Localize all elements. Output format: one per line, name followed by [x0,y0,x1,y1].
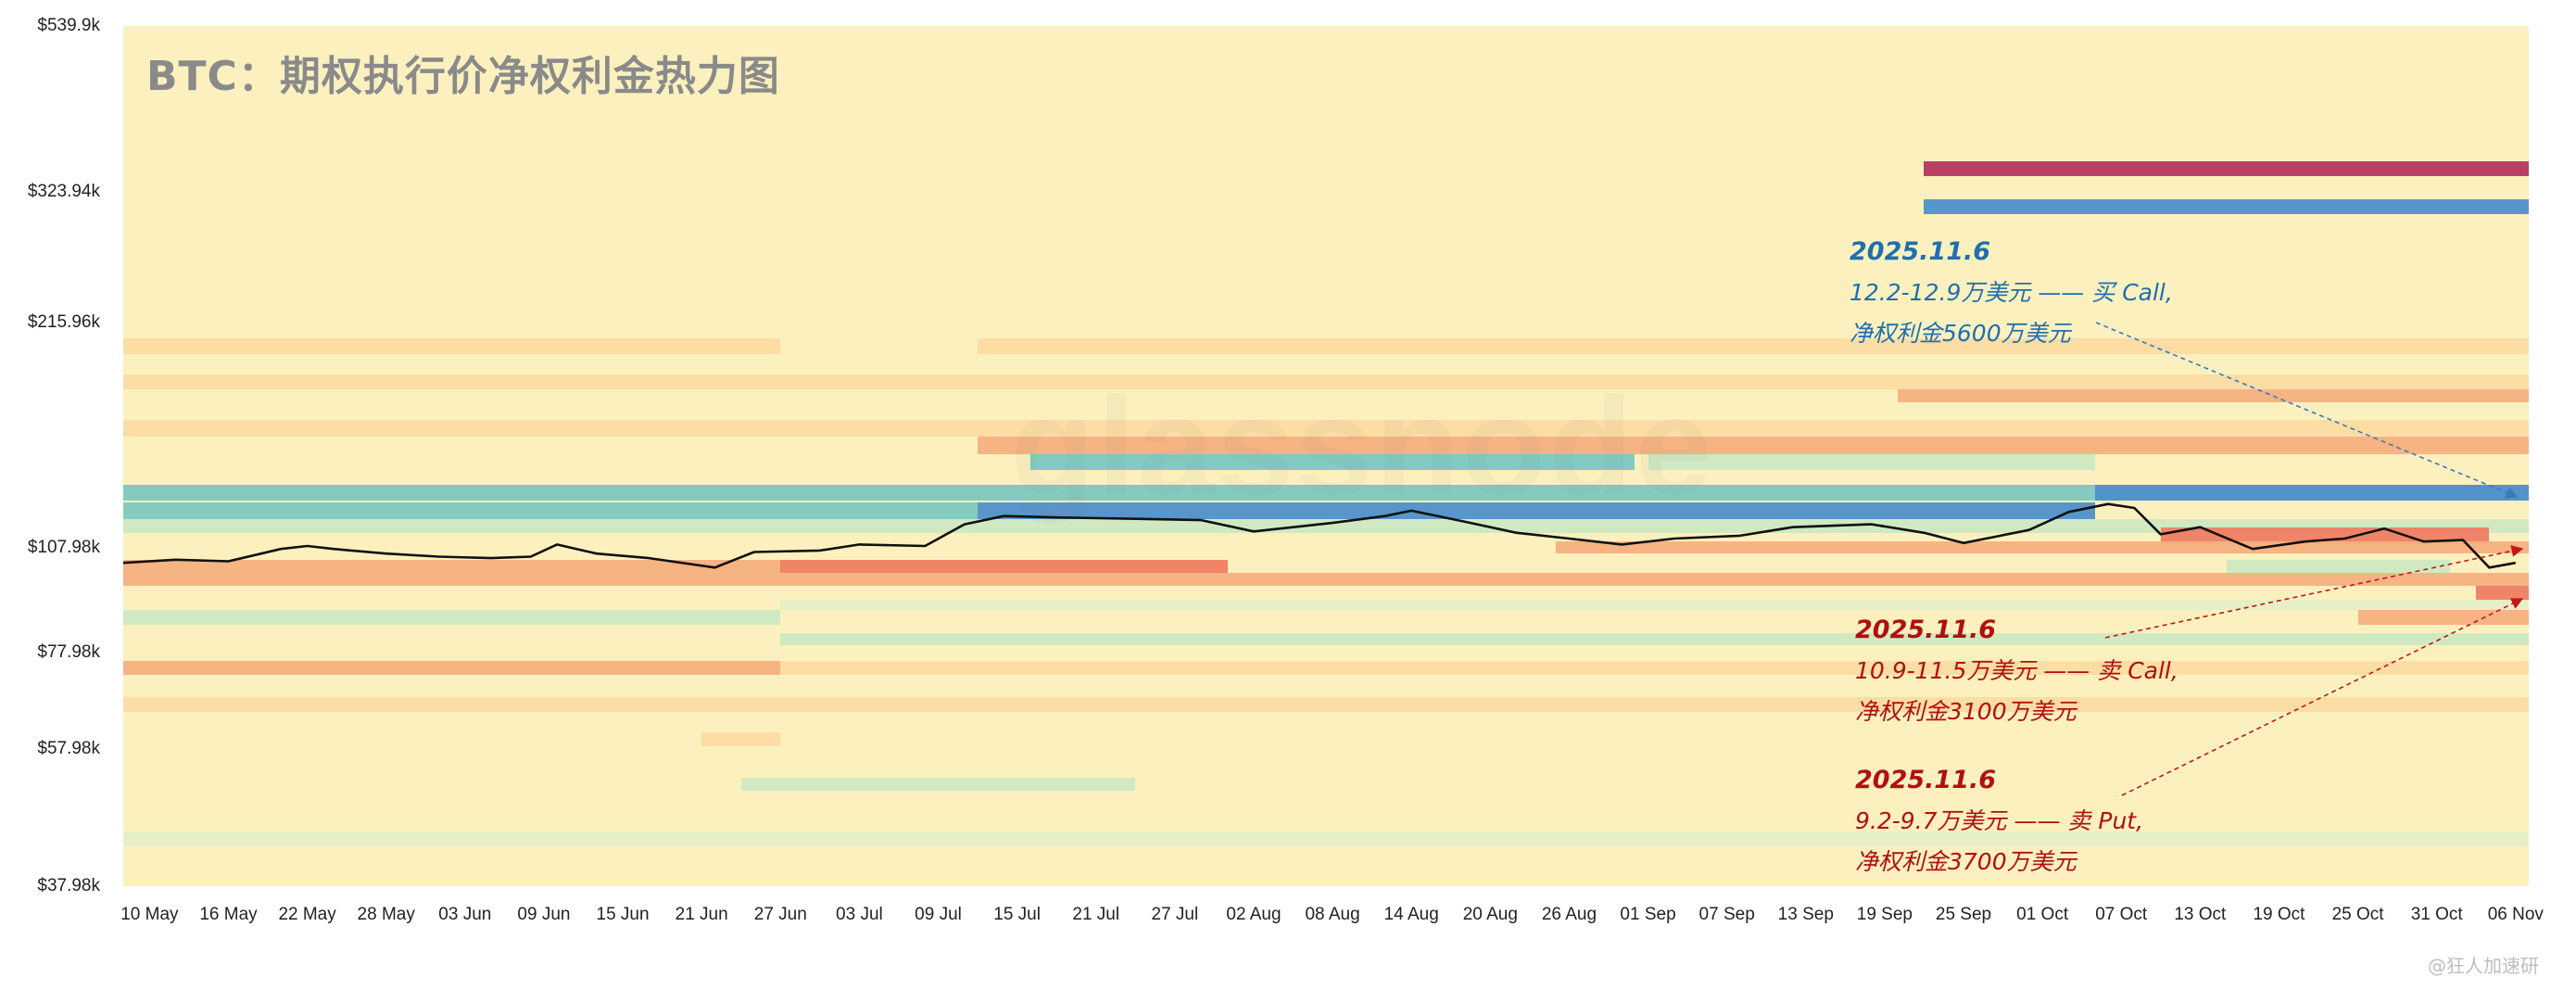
heatmap-band [978,337,2529,355]
x-tick-label: 31 Oct [2410,905,2463,924]
heatmap-band [123,502,979,519]
heatmap-band [780,632,2529,645]
annotation-arrow-buy-call [2095,322,2519,499]
heatmap-band [123,572,2529,586]
x-tick-label: 19 Oct [2253,905,2305,924]
x-tick-label: 21 Jul [1072,905,1120,924]
y-tick-label: $215.96k [27,312,100,333]
heatmap-band [123,559,781,573]
x-tick-label: 25 Sep [1935,905,1992,924]
x-tick-label: 15 Jun [596,905,650,924]
y-tick-label: $323.94k [27,181,100,201]
heatmap-band [123,374,2529,389]
chart-title: BTC：期权执行价净权利金热力图 [146,53,780,100]
heatmap-band [1898,388,2529,403]
annotation-premium: 净权利金3100万美元 [1855,698,2077,725]
x-tick-label: 09 Jul [915,905,962,924]
heatmap-band [123,610,781,626]
y-tick-label: $57.98k [37,739,100,759]
x-tick-label: 13 Sep [1777,905,1834,924]
annotation-arrow-sell-call [2104,545,2524,639]
source-mark: @狂人加速研 [2428,955,2539,977]
plot-area [123,26,2529,886]
x-tick-label: 07 Oct [2095,905,2148,924]
heatmap-band [780,559,1228,573]
y-tick-label: $539.9k [37,16,100,35]
x-tick-label: 03 Jul [836,905,883,924]
annotation-premium: 净权利金3700万美元 [1855,848,2077,875]
annotation-premium: 净权利金5600万美元 [1850,320,2071,347]
watermark: glassnode [1010,368,1714,524]
heatmap-band [2476,585,2529,600]
x-tick-label: 20 Aug [1462,905,1518,924]
heatmap-band [1029,454,1635,471]
annotation-date: 2025.11.6 [1855,766,1997,794]
y-tick-label: $107.98k [27,537,100,557]
annotation-sell-put: 2025.11.6 9.2-9.7万美元 —— 卖 Put, 净权利金3700万… [1855,760,2143,882]
annotation-buy-call: 2025.11.6 12.2-12.9万美元 —— 买 Call, 净权利金56… [1850,232,2173,354]
x-tick-label: 03 Jun [438,905,492,924]
x-tick-label: 16 May [199,905,258,924]
x-tick-label: 19 Sep [1856,905,1913,924]
x-tick-label: 02 Aug [1226,905,1282,924]
heatmap-band [123,485,2529,501]
annotation-strike-range: 9.2-9.7万美元 —— 卖 Put, [1855,807,2144,834]
heatmap-band [1924,160,2529,176]
annotation-arrow-sell-put [2121,598,2524,796]
x-tick-label: 13 Oct [2174,905,2227,924]
heatmap-band [2160,527,2490,545]
heatmap-band [780,599,2529,611]
x-tick-label: 21 Jun [675,905,728,924]
price-line [122,502,2517,569]
x-tick-label: 28 May [357,905,415,924]
x-tick-label: 14 Aug [1383,905,1439,924]
heatmap-band [978,502,2095,519]
heatmap-band [123,337,781,355]
heatmap-band [701,732,781,746]
heatmap-band [978,437,2529,455]
annotation-date: 2025.11.6 [1855,616,1997,644]
annotation-strike-range: 12.2-12.9万美元 —— 买 Call, [1850,279,2173,306]
x-tick-label: 27 Jul [1151,905,1199,924]
x-tick-label: 08 Aug [1305,905,1360,924]
heatmap-band [2226,559,2450,573]
x-tick-label: 01 Oct [2016,905,2069,924]
x-tick-label: 27 Jun [753,905,807,924]
heatmap-band [1924,199,2529,215]
x-tick-label: 09 Jun [517,905,571,924]
x-tick-label: 01 Sep [1620,905,1676,924]
x-tick-label: 25 Oct [2331,905,2384,924]
x-tick-label: 06 Nov [2487,905,2544,924]
heatmap-band [740,778,1136,791]
x-tick-label: 22 May [278,905,336,924]
annotation-sell-call: 2025.11.6 10.9-11.5万美元 —— 卖 Call, 净权利金31… [1855,610,2178,732]
heatmap-band [1648,454,2095,471]
heatmap-band [123,661,781,675]
x-tick-label: 07 Sep [1698,905,1755,924]
x-tick-label: 26 Aug [1541,905,1597,924]
annotation-date: 2025.11.6 [1850,237,1991,266]
heatmap-band [780,661,2529,675]
heatmap-band [2094,485,2437,501]
x-tick-label: 15 Jul [993,905,1041,924]
y-tick-label: $77.98k [37,642,100,663]
heatmap-band [2357,610,2529,626]
annotation-strike-range: 10.9-11.5万美元 —— 卖 Call, [1855,657,2178,684]
x-tick-label: 10 May [120,905,179,924]
heatmap-band [123,420,2529,438]
y-tick-label: $37.98k [37,876,100,895]
heatmap-band [123,697,2529,713]
heatmap-band [123,518,2529,533]
heatmap-band [123,831,2529,846]
